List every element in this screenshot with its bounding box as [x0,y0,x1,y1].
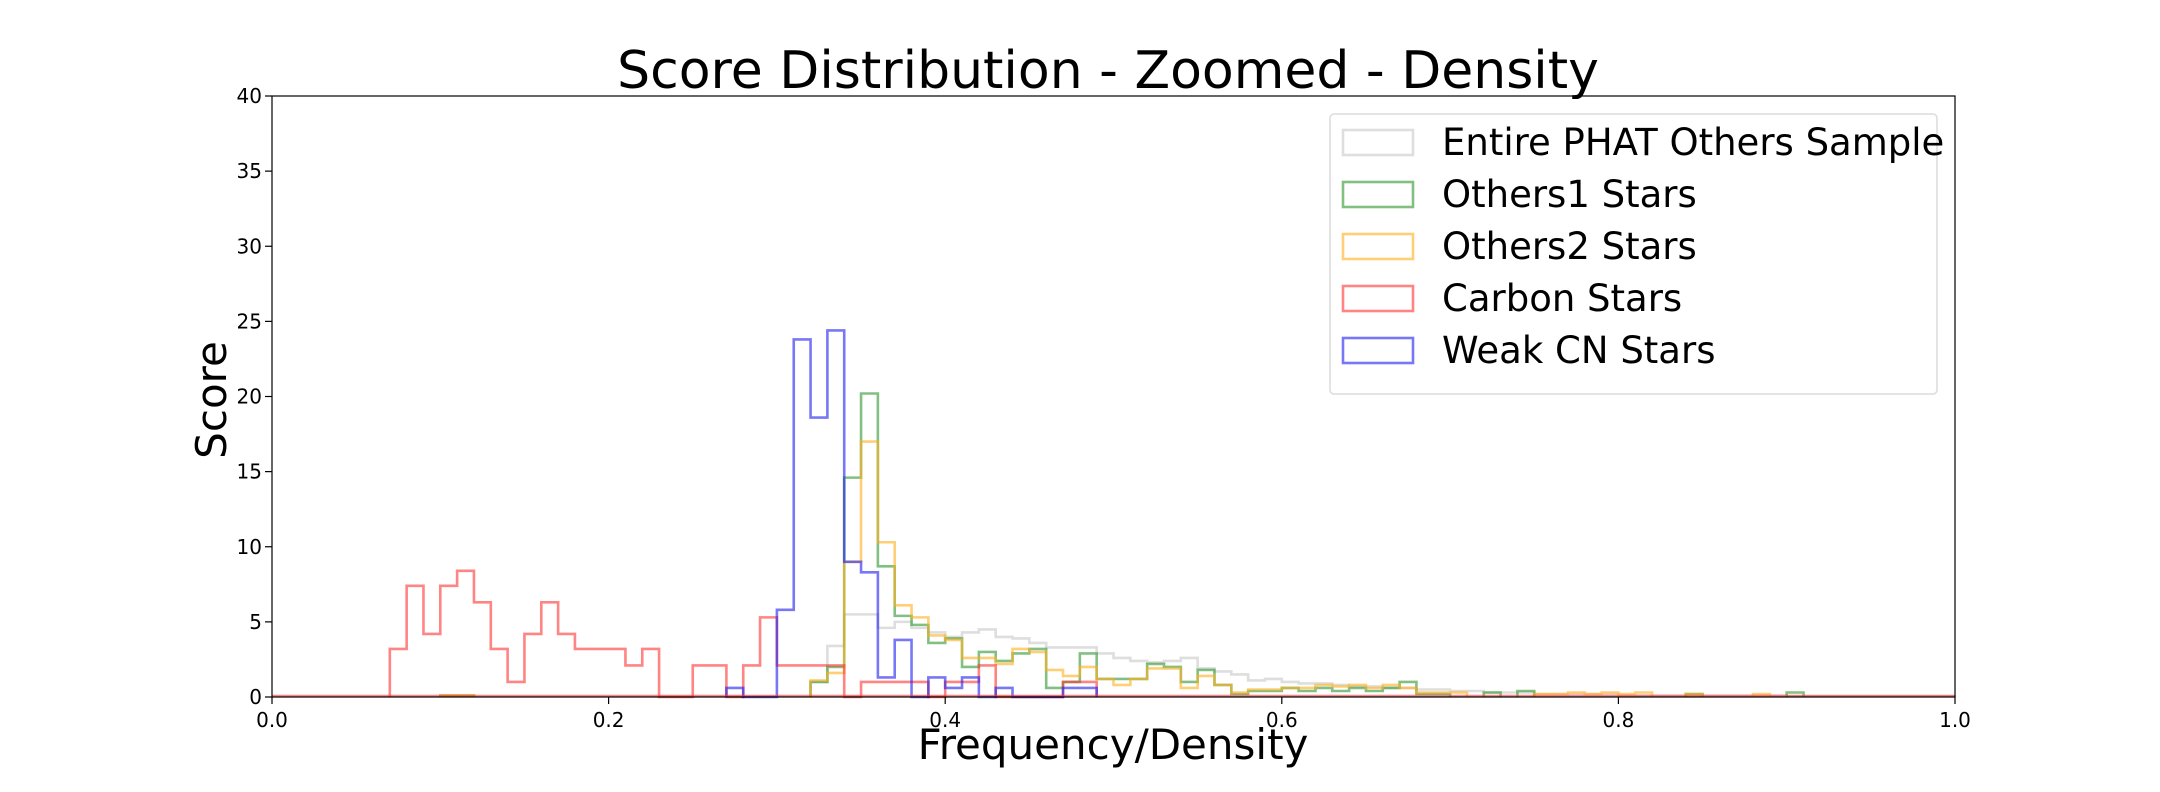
legend-label-2: Others2 Stars [1442,225,1697,268]
chart-title: Score Distribution - Zoomed - Density [617,41,1599,101]
x-tick-label: 0.6 [1266,708,1298,732]
y-tick-label: 40 [237,84,262,108]
y-axis-label: Score [187,341,236,459]
legend-box [1329,113,1938,395]
series-line-4 [725,329,1098,699]
x-tick-label: 0.8 [1602,708,1634,732]
y-tick-label: 15 [237,460,262,484]
legend-swatch-1 [1341,180,1415,209]
y-tick-label: 20 [237,385,262,409]
x-axis: 0.0 0.2 0.4 0.6 0.8 1.0 [256,697,1971,732]
x-tick-label: 0.0 [256,708,288,732]
legend-swatch-2 [1341,232,1415,261]
legend-label-4: Weak CN Stars [1442,329,1715,372]
y-tick-label: 30 [237,234,262,258]
legend-label-1: Others1 Stars [1442,173,1697,216]
y-tick-label: 10 [237,535,262,559]
legend: Entire PHAT Others Sample Others1 Stars Ot… [1329,113,1944,395]
y-tick-label: 0 [249,685,262,709]
x-tick-label: 0.2 [593,708,625,732]
legend-swatch-0 [1341,128,1415,157]
y-tick-label: 35 [237,159,262,183]
y-tick-label: 25 [237,309,262,333]
legend-swatch-4 [1341,336,1415,365]
series-line-0 [809,613,1957,698]
plot-series [272,329,1957,699]
legend-swatch-3 [1341,284,1415,313]
series-line-2 [439,440,1772,697]
x-tick-label: 1.0 [1939,708,1971,732]
x-axis-label: Frequency/Density [918,720,1309,769]
series-line-3 [388,569,1098,699]
legend-label-0: Entire PHAT Others Sample [1442,121,1944,164]
series-line-1 [439,392,1805,697]
legend-label-3: Carbon Stars [1442,277,1682,320]
y-tick-label: 5 [249,610,262,634]
x-tick-label: 0.4 [929,708,961,732]
y-axis: 0 5 10 15 20 25 30 35 40 [237,84,272,709]
